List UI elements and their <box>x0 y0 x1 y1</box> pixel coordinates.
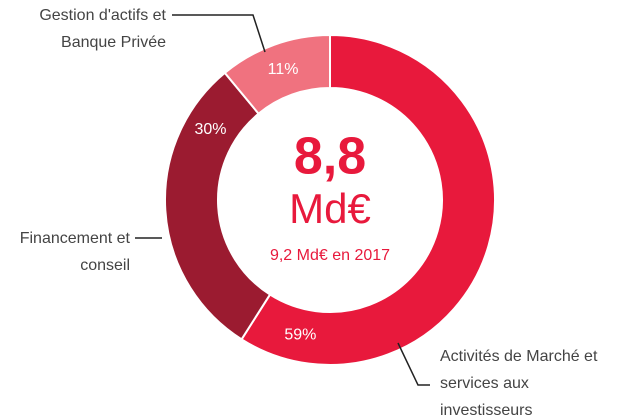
value-label: 11% <box>268 61 299 78</box>
value-label: 30% <box>194 121 226 138</box>
center-note: 9,2 Md€ en 2017 <box>270 247 390 264</box>
category-label: Gestion d'actifs et Banque Privée <box>39 7 166 51</box>
value-label: 59% <box>284 327 316 344</box>
leader-line <box>397 342 430 386</box>
donut-slice <box>223 33 331 116</box>
donut-slice <box>164 71 272 341</box>
center-value: 8,8 <box>294 128 366 186</box>
center-unit: Md€ <box>289 185 371 232</box>
leader-line <box>172 14 266 53</box>
donut-slice <box>240 33 496 366</box>
category-label: Financement et conseil <box>19 230 130 274</box>
category-label: Activités de Marché et services aux inve… <box>440 348 598 418</box>
